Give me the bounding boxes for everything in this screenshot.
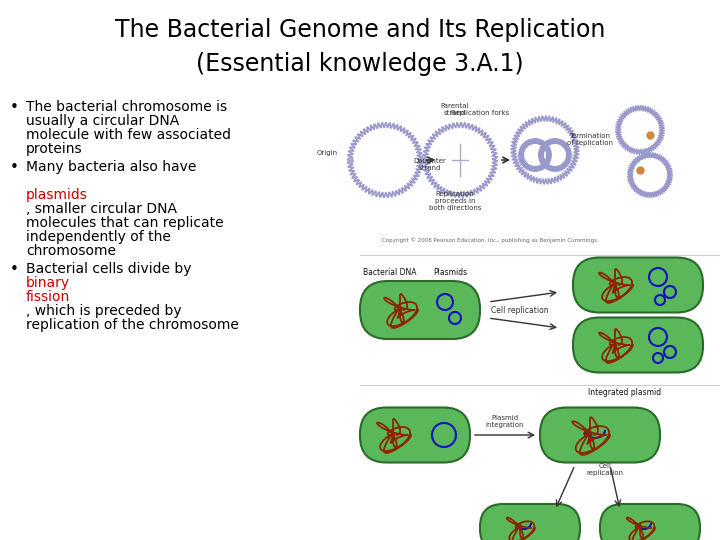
FancyBboxPatch shape (600, 504, 700, 540)
FancyBboxPatch shape (573, 258, 703, 313)
Text: Cell replication: Cell replication (491, 306, 549, 315)
Text: proteins: proteins (26, 142, 83, 156)
Text: Bacterial cells divide by: Bacterial cells divide by (26, 262, 196, 276)
Text: Integrated plasmid: Integrated plasmid (588, 388, 662, 397)
Text: Parental
strand: Parental strand (441, 103, 469, 116)
Text: Plasmids: Plasmids (433, 268, 467, 277)
Text: replication of the chromosome: replication of the chromosome (26, 318, 239, 332)
FancyBboxPatch shape (360, 281, 480, 339)
Text: Many bacteria also have: Many bacteria also have (26, 160, 197, 174)
Text: The bacterial chromosome is: The bacterial chromosome is (26, 100, 227, 114)
Text: Replication
proceeds in
both directions: Replication proceeds in both directions (428, 191, 481, 211)
Text: Cell
replication: Cell replication (587, 463, 624, 476)
Text: The Bacterial Genome and Its Replication: The Bacterial Genome and Its Replication (114, 18, 606, 42)
Text: usually a circular DNA: usually a circular DNA (26, 114, 179, 128)
Text: •: • (10, 160, 19, 175)
Text: (Essential knowledge 3.A.1): (Essential knowledge 3.A.1) (196, 52, 524, 76)
Text: , smaller circular DNA: , smaller circular DNA (26, 202, 177, 216)
FancyBboxPatch shape (540, 408, 660, 462)
Text: Plasmid
integration: Plasmid integration (486, 415, 524, 428)
Text: plasmids: plasmids (26, 188, 88, 202)
Text: Replication forks: Replication forks (451, 110, 509, 116)
Text: chromosome: chromosome (26, 244, 116, 258)
Text: •: • (10, 262, 19, 277)
Text: Termination
of replication: Termination of replication (567, 133, 613, 146)
Text: Copyright © 2008 Pearson Education, Inc., publishing as Benjamin Cummings.: Copyright © 2008 Pearson Education, Inc.… (382, 238, 598, 243)
Text: molecules that can replicate: molecules that can replicate (26, 216, 224, 230)
FancyBboxPatch shape (480, 504, 580, 540)
Text: fission: fission (26, 290, 71, 304)
Text: Bacterial DNA: Bacterial DNA (364, 268, 417, 277)
Text: molecule with few associated: molecule with few associated (26, 128, 231, 142)
Text: •: • (10, 100, 19, 115)
FancyBboxPatch shape (573, 318, 703, 373)
Text: Origin: Origin (317, 150, 338, 156)
Text: binary: binary (26, 276, 70, 290)
Text: independently of the: independently of the (26, 230, 171, 244)
FancyBboxPatch shape (360, 408, 470, 462)
Text: , which is preceded by: , which is preceded by (26, 304, 181, 318)
Text: Daughter
strand: Daughter strand (413, 158, 446, 171)
